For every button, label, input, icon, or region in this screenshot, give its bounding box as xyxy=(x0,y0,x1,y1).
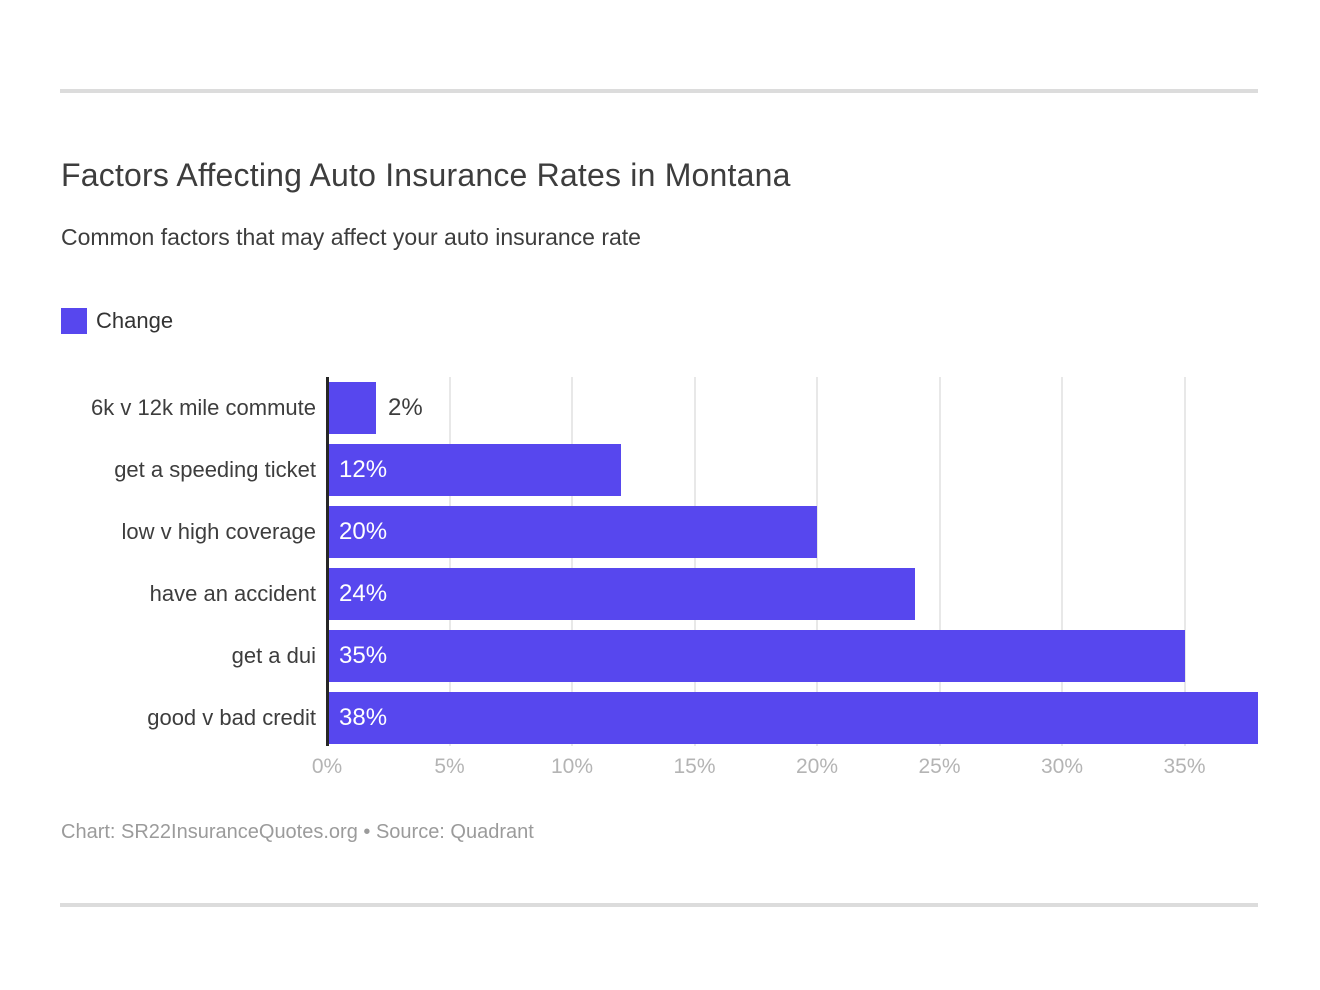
gridline-10% xyxy=(571,377,573,746)
x-tick-label: 35% xyxy=(1163,755,1206,778)
x-tick-label: 10% xyxy=(550,755,594,778)
x-axis-ticks: 0% 5% 10% 15% 20% 25% 30% 35% xyxy=(312,755,1258,789)
bar-value-label: 20% xyxy=(339,518,388,545)
bar-row: get a dui 35% xyxy=(60,625,1258,687)
bar-row: get a speeding ticket 12% xyxy=(60,439,1258,501)
category-label: 6k v 12k mile commute xyxy=(91,395,316,420)
bar-track: 24% xyxy=(327,568,1258,620)
chart-subtitle: Common factors that may affect your auto… xyxy=(61,224,641,250)
bar-35pct xyxy=(327,630,1185,682)
x-tick-label: 25% xyxy=(918,755,961,778)
gridline-25% xyxy=(938,377,941,746)
gridline-30% xyxy=(1061,377,1063,746)
bar-12pct xyxy=(327,444,621,496)
bar-track: 38% xyxy=(327,692,1258,744)
bar-row: good v bad credit 38% xyxy=(60,687,1258,749)
bar-value-label: 24% xyxy=(339,580,388,607)
chart-title: Factors Affecting Auto Insurance Rates i… xyxy=(61,157,791,193)
bottom-divider xyxy=(60,903,1258,907)
bar-chart: 6k v 12k mile commute 2% get a speeding ti… xyxy=(60,377,1258,789)
gridline-20% xyxy=(816,377,818,746)
bar-value-label: 2% xyxy=(388,394,423,421)
x-tick-label: 20% xyxy=(795,755,839,778)
bar-24pct xyxy=(327,568,915,620)
category-label: get a dui xyxy=(231,643,316,668)
footer-credit: Chart: SR22InsuranceQuotes.org • Source:… xyxy=(61,821,534,843)
bar-38pct xyxy=(327,692,1258,744)
gridline-5% xyxy=(448,377,451,746)
category-label: good v bad credit xyxy=(147,705,316,730)
bar-track: 35% xyxy=(327,630,1258,682)
gridline-15% xyxy=(693,377,696,746)
top-divider xyxy=(60,89,1258,93)
bar-row: 6k v 12k mile commute 2% xyxy=(60,377,1258,439)
legend-label: Change xyxy=(96,308,174,333)
bar-track: 2% xyxy=(327,382,1258,434)
x-tick-label: 0% xyxy=(311,755,343,778)
bar-rows: 6k v 12k mile commute 2% get a speeding ti… xyxy=(60,377,1258,749)
chart-plot: 6k v 12k mile commute 2% get a speeding ti… xyxy=(60,377,1258,749)
bar-track: 20% xyxy=(327,506,1258,558)
bar-track: 12% xyxy=(327,444,1258,496)
bar-value-label: 38% xyxy=(339,704,388,731)
bar-row: have an accident 24% xyxy=(60,563,1258,625)
bar-20pct xyxy=(327,506,817,558)
bar-value-label: 35% xyxy=(339,642,388,669)
bar-value-label: 12% xyxy=(339,456,388,483)
y-axis-line xyxy=(326,377,329,746)
category-label: have an accident xyxy=(149,581,316,606)
legend-swatch-change xyxy=(61,308,87,334)
x-tick-label: 30% xyxy=(1040,755,1084,778)
bar-2pct xyxy=(327,382,376,434)
grid-layer xyxy=(326,377,1258,746)
x-tick-label: 15% xyxy=(673,755,716,778)
category-label: get a speeding ticket xyxy=(114,457,316,482)
bar-row: low v high coverage 20% xyxy=(60,501,1258,563)
x-tick-label: 5% xyxy=(434,755,465,778)
gridline-35% xyxy=(1183,377,1186,746)
category-label: low v high coverage xyxy=(121,519,316,544)
legend: Change xyxy=(61,308,173,334)
